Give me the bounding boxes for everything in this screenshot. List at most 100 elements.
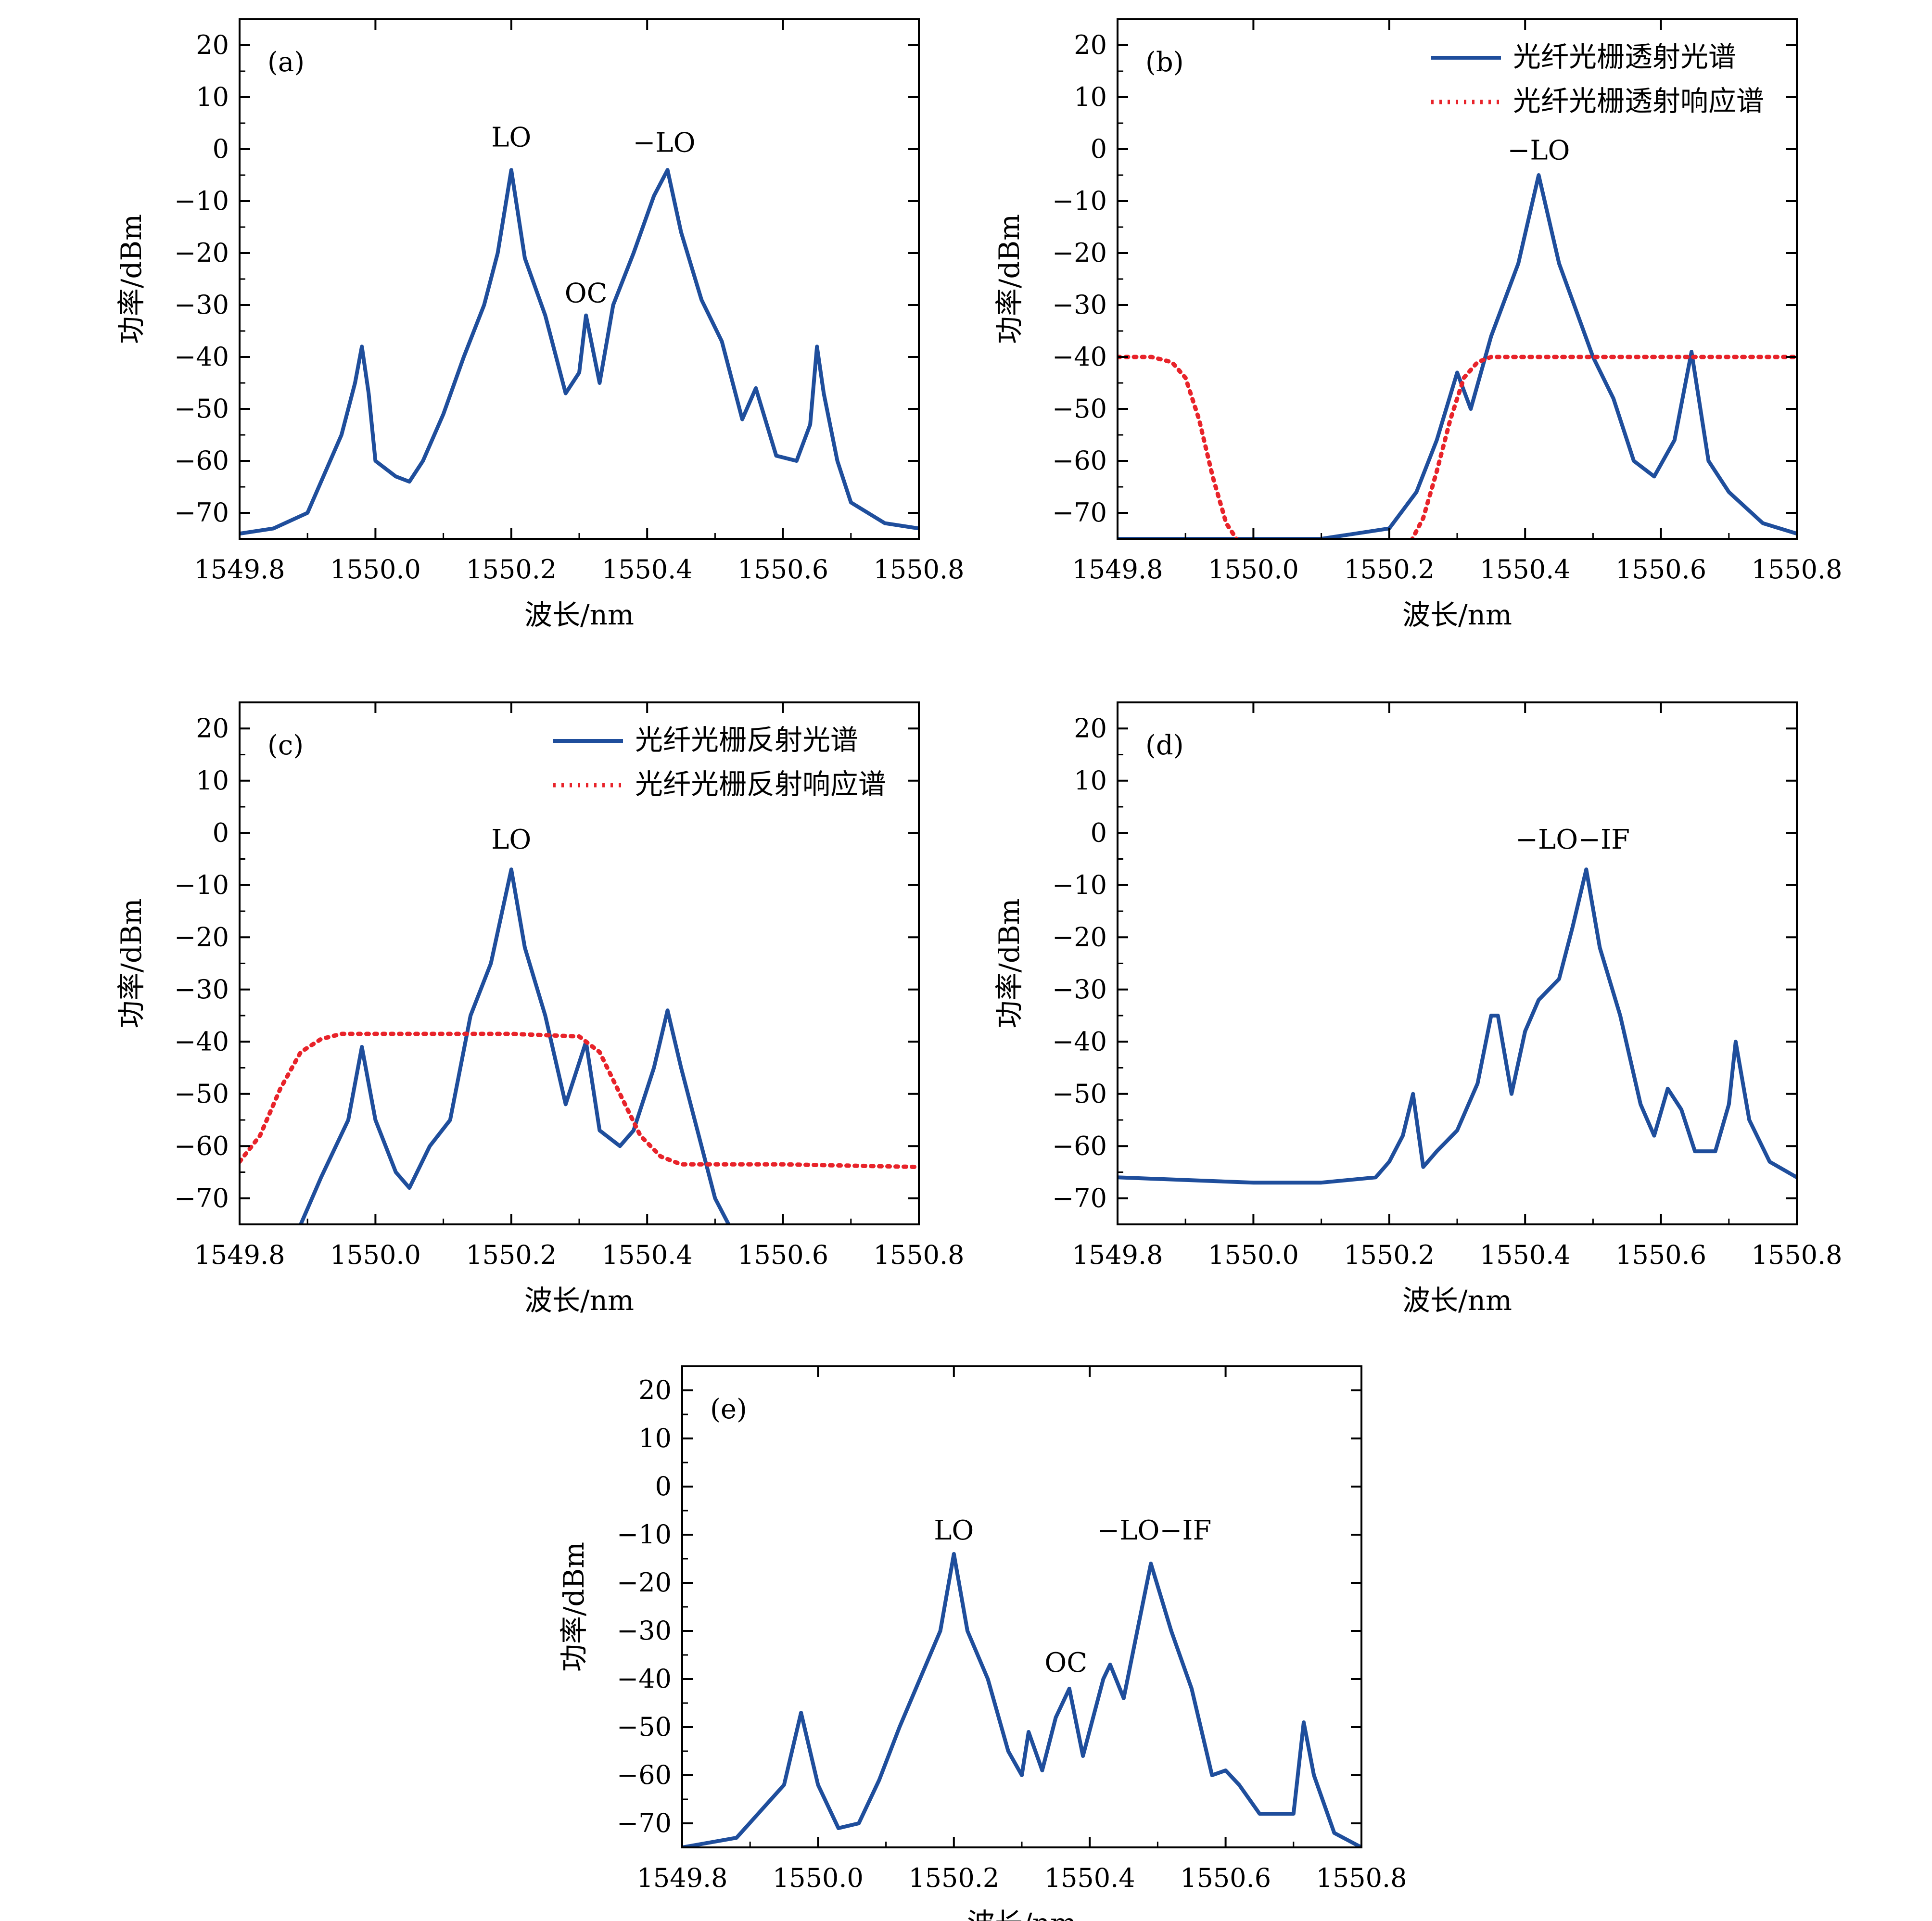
series-group xyxy=(240,168,919,536)
peak-annotation: LO xyxy=(934,1515,974,1546)
y-tick-label: 20 xyxy=(196,30,229,60)
x-tick-label: 1550.4 xyxy=(1044,1863,1135,1893)
y-tick-label: 0 xyxy=(1091,134,1107,164)
x-tick-label: 1550.0 xyxy=(1208,554,1299,585)
x-axis-label: 波长/nm xyxy=(1402,1284,1512,1317)
peak-annotation: OC xyxy=(1044,1647,1087,1679)
x-axis-label: 波长/nm xyxy=(524,1284,634,1317)
y-axis-label: 功率/dBm xyxy=(558,1542,590,1672)
y-tick-label: −50 xyxy=(1052,1079,1107,1109)
y-tick-label: −60 xyxy=(617,1760,672,1790)
x-tick-label: 1550.6 xyxy=(737,1240,828,1270)
series-group xyxy=(682,1552,1361,1847)
y-tick-label: −30 xyxy=(617,1616,672,1646)
chart-panel-e: 1549.8 1550.0 1550.2 1550.4 1550.6 1550.8 20 10… xyxy=(558,1365,1407,1921)
peak-annotation: OC xyxy=(565,278,608,309)
panel-label: (a) xyxy=(267,47,305,78)
y-tick-label: −70 xyxy=(174,497,229,528)
y-tick-label: −40 xyxy=(1052,1026,1107,1056)
panel-label: (d) xyxy=(1145,730,1184,761)
y-tick-label: −20 xyxy=(617,1567,672,1598)
peak-annotation: −LO−IF xyxy=(1515,824,1630,855)
series-line-response xyxy=(240,1031,919,1170)
series-line-spectrum xyxy=(240,168,919,536)
series-group xyxy=(1118,173,1797,539)
y-tick-label: −70 xyxy=(174,1183,229,1213)
series-line-spectrum xyxy=(682,1552,1361,1847)
x-axis-label: 波长/nm xyxy=(967,1907,1077,1921)
peak-annotation: LO xyxy=(491,122,531,153)
y-tick-label: −10 xyxy=(617,1519,672,1550)
x-tick-label: 1550.0 xyxy=(1208,1240,1299,1270)
y-tick-label: 20 xyxy=(1074,30,1107,60)
peak-annotation: −LO xyxy=(1507,135,1570,166)
y-tick-label: 20 xyxy=(1074,713,1107,743)
y-tick-label: 10 xyxy=(196,82,229,112)
y-tick-label: −30 xyxy=(1052,290,1107,320)
legend-label: 光纤光栅透射响应谱 xyxy=(1513,85,1764,117)
y-tick-label: −20 xyxy=(174,922,229,952)
y-tick-label: −50 xyxy=(174,1079,229,1109)
x-tick-label: 1549.8 xyxy=(194,554,285,585)
y-tick-label: −70 xyxy=(617,1808,672,1838)
y-axis-label: 功率/dBm xyxy=(993,898,1026,1028)
y-tick-label: −20 xyxy=(1052,238,1107,268)
series-group xyxy=(1118,867,1797,1185)
legend-label: 光纤光栅反射响应谱 xyxy=(635,768,886,801)
y-tick-label: 10 xyxy=(638,1423,672,1453)
panel-label: (b) xyxy=(1145,47,1184,78)
peak-annotation: −LO xyxy=(633,127,695,158)
x-axis-label: 波长/nm xyxy=(1402,598,1512,631)
chart-panel-b: 1549.8 1550.0 1550.2 1550.4 1550.6 1550.8 20 10… xyxy=(993,18,1843,631)
y-tick-label: −60 xyxy=(174,445,229,476)
x-tick-label: 1550.2 xyxy=(466,1240,557,1270)
y-tick-label: −40 xyxy=(174,1026,229,1056)
x-tick-label: 1550.4 xyxy=(602,1240,693,1270)
y-tick-label: −10 xyxy=(1052,870,1107,900)
y-tick-label: −60 xyxy=(1052,1131,1107,1161)
y-tick-label: 0 xyxy=(213,817,229,848)
x-tick-label: 1550.2 xyxy=(1344,554,1435,585)
chart-panel-c: 1549.8 1550.0 1550.2 1550.4 1550.6 1550.8 20 10… xyxy=(115,701,965,1317)
y-tick-label: 0 xyxy=(1091,817,1107,848)
x-tick-label: 1550.6 xyxy=(1180,1863,1271,1893)
series-line-spectrum xyxy=(1118,173,1797,539)
peak-annotation: LO xyxy=(491,824,531,855)
y-tick-label: 20 xyxy=(638,1375,672,1405)
x-tick-label: 1550.4 xyxy=(1480,1240,1571,1270)
y-tick-label: −30 xyxy=(174,290,229,320)
x-tick-label: 1550.8 xyxy=(874,554,965,585)
y-tick-label: −30 xyxy=(174,974,229,1005)
y-tick-label: 0 xyxy=(213,134,229,164)
x-tick-label: 1550.4 xyxy=(1480,554,1571,585)
series-group xyxy=(240,867,919,1224)
x-tick-label: 1550.6 xyxy=(737,554,828,585)
x-tick-label: 1550.0 xyxy=(330,554,421,585)
x-tick-label: 1550.0 xyxy=(330,1240,421,1270)
x-tick-label: 1550.2 xyxy=(1344,1240,1435,1270)
x-tick-label: 1550.6 xyxy=(1615,1240,1706,1270)
y-tick-label: −70 xyxy=(1052,497,1107,528)
y-tick-label: −60 xyxy=(174,1131,229,1161)
y-tick-label: −50 xyxy=(617,1712,672,1742)
x-tick-label: 1550.2 xyxy=(908,1863,999,1893)
x-axis-label: 波长/nm xyxy=(524,598,634,631)
series-line-response xyxy=(1118,355,1797,539)
y-axis-label: 功率/dBm xyxy=(993,214,1026,344)
x-tick-label: 1549.8 xyxy=(194,1240,285,1270)
x-tick-label: 1550.8 xyxy=(1752,554,1843,585)
x-tick-label: 1550.4 xyxy=(602,554,693,585)
y-axis-label: 功率/dBm xyxy=(115,214,148,344)
x-tick-label: 1550.8 xyxy=(874,1240,965,1270)
y-tick-label: −20 xyxy=(174,238,229,268)
y-axis-label: 功率/dBm xyxy=(115,898,148,1028)
x-tick-label: 1549.8 xyxy=(1072,554,1163,585)
x-tick-label: 1550.6 xyxy=(1615,554,1706,585)
y-tick-label: 10 xyxy=(196,765,229,796)
series-line-spectrum xyxy=(299,867,731,1224)
panel-label: (c) xyxy=(267,730,304,761)
series-line-spectrum xyxy=(1118,867,1797,1185)
chart-panel-a: 1549.8 1550.0 1550.2 1550.4 1550.6 1550.8 20 10… xyxy=(115,18,965,631)
y-tick-label: 0 xyxy=(655,1471,672,1501)
